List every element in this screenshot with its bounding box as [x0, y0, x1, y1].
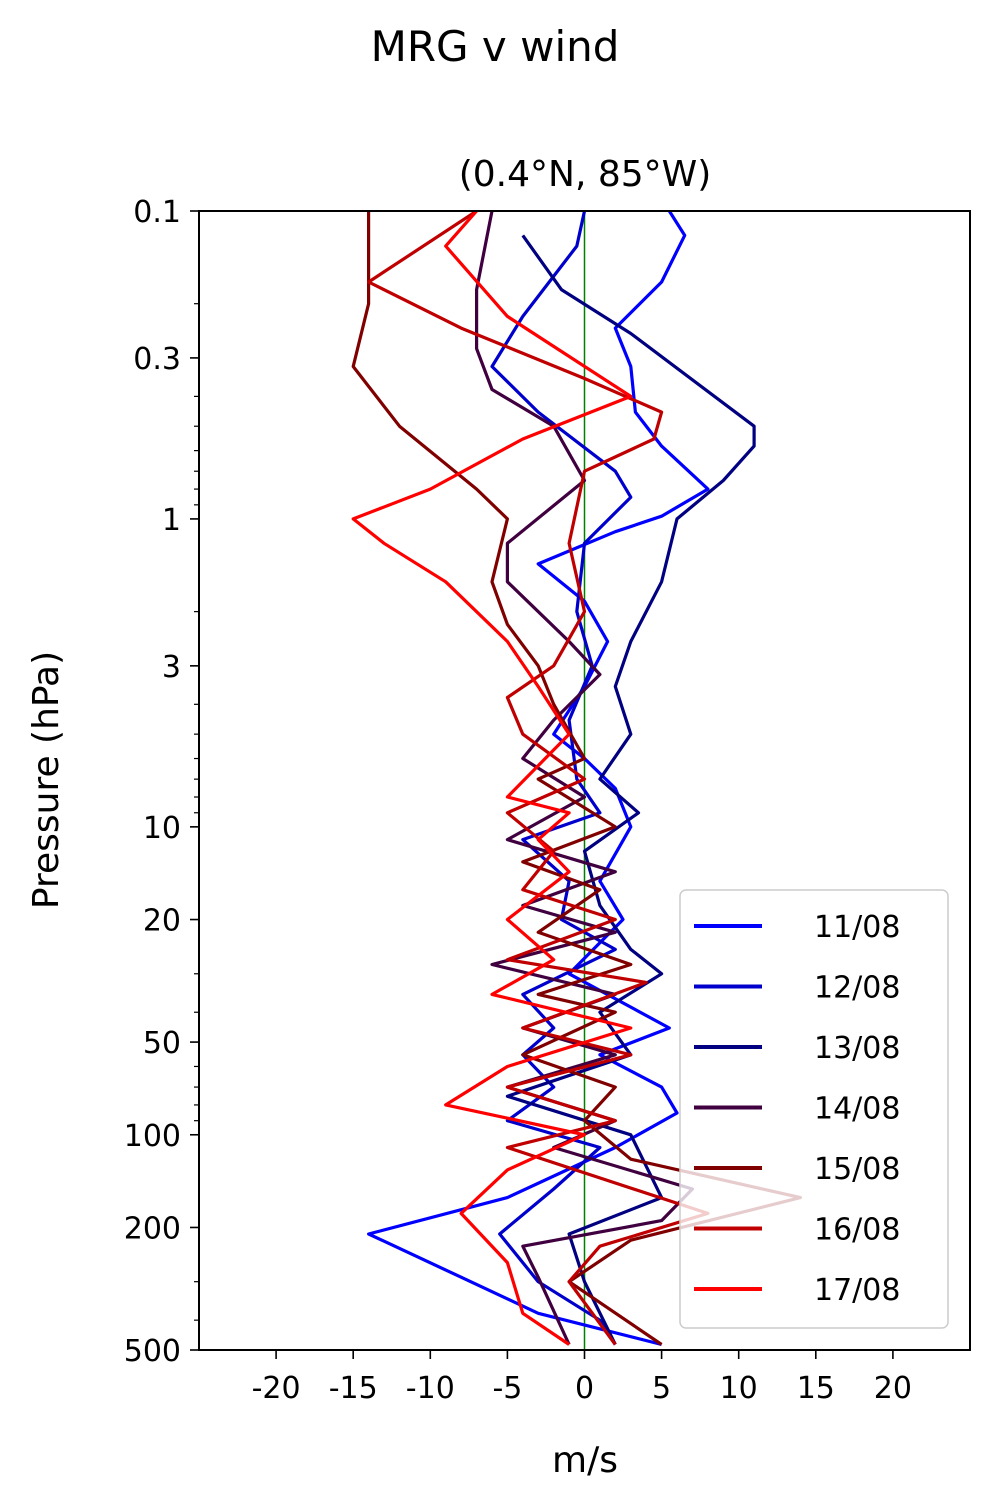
- y-axis: 0.1 0.3 1 3 10 20 50 100 200 500: [124, 195, 199, 1369]
- x-tick-label: -5: [492, 1371, 522, 1406]
- y-axis-label: Pressure (hPa): [26, 651, 67, 909]
- x-tick-label: 5: [652, 1371, 671, 1406]
- series-line-16-08: [367, 211, 710, 1346]
- y-tick-label: 20: [143, 904, 181, 939]
- y-tick-label: 50: [143, 1026, 181, 1061]
- y-tick-label: 500: [124, 1334, 181, 1369]
- x-axis: -20 -15 -10 -5 0 5 10 15 20: [252, 1350, 912, 1406]
- series-line-15-08: [351, 211, 802, 1346]
- figure-title: MRG v wind: [370, 22, 620, 71]
- series-line-13-08: [505, 234, 756, 1346]
- y-tick-label: 10: [143, 811, 181, 846]
- legend: 11/08 12/08 13/08 14/08 15/08 16/08 17/08: [679, 889, 949, 1329]
- x-tick-label: 10: [720, 1371, 758, 1406]
- y-tick-label: 0.3: [133, 342, 181, 377]
- series-line-17-08: [351, 211, 633, 1346]
- x-tick-label: -15: [329, 1371, 378, 1406]
- chart-title: (0.4°N, 85°W): [459, 154, 712, 195]
- y-tick-label: 0.1: [133, 195, 181, 230]
- legend-label: 11/08: [814, 910, 900, 945]
- x-tick-label: -10: [406, 1371, 455, 1406]
- legend-label: 15/08: [814, 1152, 900, 1187]
- x-tick-label: 20: [874, 1371, 912, 1406]
- legend-label: 12/08: [814, 971, 900, 1006]
- x-tick-label: 15: [797, 1371, 835, 1406]
- series-layer: [351, 211, 802, 1347]
- y-tick-label: 100: [124, 1119, 181, 1154]
- y-tick-label: 3: [162, 650, 181, 685]
- y-tick-label: 1: [162, 503, 181, 538]
- legend-label: 17/08: [814, 1273, 900, 1308]
- legend-label: 14/08: [814, 1092, 900, 1127]
- legend-box: [679, 889, 949, 1329]
- x-tick-label: -20: [252, 1371, 301, 1406]
- x-tick-label: 0: [575, 1371, 594, 1406]
- legend-label: 16/08: [814, 1213, 900, 1248]
- series-line-14-08: [475, 211, 694, 1346]
- legend-label: 13/08: [814, 1031, 900, 1066]
- x-axis-label: m/s: [552, 1440, 618, 1481]
- y-tick-label: 200: [124, 1211, 181, 1246]
